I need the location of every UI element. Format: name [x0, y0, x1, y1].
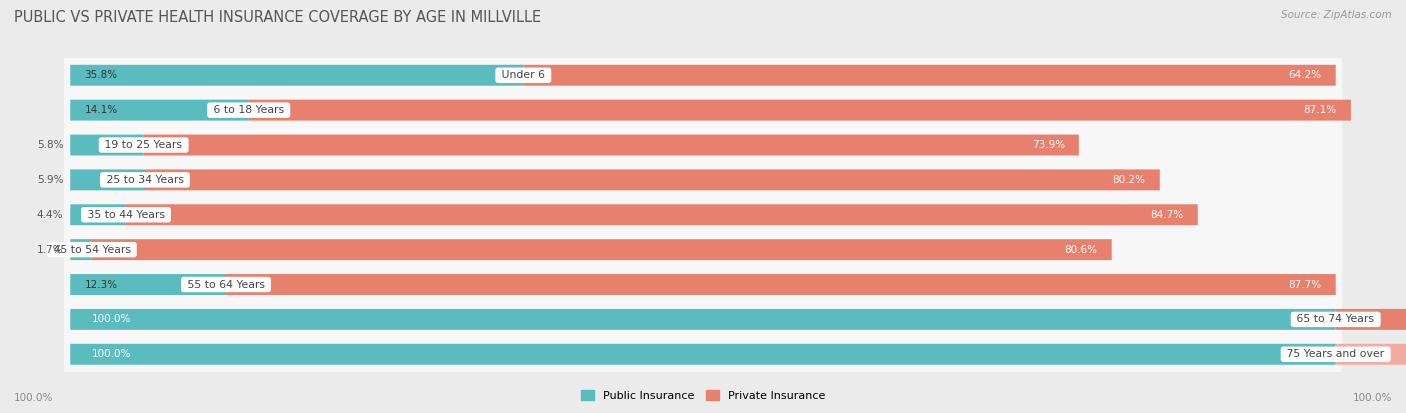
Text: 65 to 74 Years: 65 to 74 Years — [1294, 314, 1378, 324]
Legend: Public Insurance, Private Insurance: Public Insurance, Private Insurance — [576, 386, 830, 406]
Text: Under 6: Under 6 — [498, 70, 548, 80]
FancyBboxPatch shape — [70, 344, 1336, 365]
Text: 64.2%: 64.2% — [1288, 70, 1322, 80]
FancyBboxPatch shape — [65, 335, 1341, 373]
FancyBboxPatch shape — [145, 169, 1160, 190]
FancyBboxPatch shape — [127, 204, 1198, 225]
Text: 87.7%: 87.7% — [1288, 280, 1322, 290]
FancyBboxPatch shape — [65, 265, 1341, 304]
Text: 55 to 64 Years: 55 to 64 Years — [184, 280, 269, 290]
FancyBboxPatch shape — [70, 100, 249, 121]
Text: 5.8%: 5.8% — [37, 140, 63, 150]
Text: 75 Years and over: 75 Years and over — [1284, 349, 1388, 359]
Text: 80.6%: 80.6% — [1064, 244, 1098, 255]
FancyBboxPatch shape — [70, 309, 1336, 330]
FancyBboxPatch shape — [65, 300, 1341, 339]
Text: 45 to 54 Years: 45 to 54 Years — [49, 244, 134, 255]
Text: 5.9%: 5.9% — [37, 175, 63, 185]
FancyBboxPatch shape — [70, 135, 143, 155]
FancyBboxPatch shape — [70, 65, 523, 86]
Text: 35 to 44 Years: 35 to 44 Years — [84, 210, 169, 220]
Text: 14.1%: 14.1% — [84, 105, 118, 115]
Text: Source: ZipAtlas.com: Source: ZipAtlas.com — [1281, 10, 1392, 20]
Text: 19 to 25 Years: 19 to 25 Years — [101, 140, 186, 150]
FancyBboxPatch shape — [65, 126, 1341, 164]
Text: 25 to 34 Years: 25 to 34 Years — [103, 175, 187, 185]
FancyBboxPatch shape — [249, 100, 1351, 121]
Text: 73.9%: 73.9% — [1032, 140, 1064, 150]
FancyBboxPatch shape — [65, 196, 1341, 234]
FancyBboxPatch shape — [65, 161, 1341, 199]
Text: 80.2%: 80.2% — [1112, 175, 1146, 185]
FancyBboxPatch shape — [65, 56, 1341, 95]
FancyBboxPatch shape — [226, 274, 1336, 295]
Text: 100.0%: 100.0% — [1353, 393, 1392, 403]
Text: 84.7%: 84.7% — [1150, 210, 1184, 220]
FancyBboxPatch shape — [1336, 309, 1406, 330]
Text: 6 to 18 Years: 6 to 18 Years — [209, 105, 288, 115]
Text: 1.7%: 1.7% — [37, 244, 63, 255]
FancyBboxPatch shape — [91, 239, 1112, 260]
FancyBboxPatch shape — [70, 169, 145, 190]
Text: 100.0%: 100.0% — [91, 349, 131, 359]
Text: 100.0%: 100.0% — [91, 314, 131, 324]
FancyBboxPatch shape — [65, 230, 1341, 269]
FancyBboxPatch shape — [65, 91, 1341, 129]
FancyBboxPatch shape — [143, 135, 1078, 155]
FancyBboxPatch shape — [1336, 344, 1406, 365]
Text: 4.4%: 4.4% — [37, 210, 63, 220]
Text: 35.8%: 35.8% — [84, 70, 118, 80]
FancyBboxPatch shape — [70, 239, 91, 260]
Text: 100.0%: 100.0% — [14, 393, 53, 403]
FancyBboxPatch shape — [70, 274, 226, 295]
Text: 12.3%: 12.3% — [84, 280, 118, 290]
FancyBboxPatch shape — [70, 204, 127, 225]
FancyBboxPatch shape — [523, 65, 1336, 86]
Text: PUBLIC VS PRIVATE HEALTH INSURANCE COVERAGE BY AGE IN MILLVILLE: PUBLIC VS PRIVATE HEALTH INSURANCE COVER… — [14, 10, 541, 25]
Text: 87.1%: 87.1% — [1303, 105, 1337, 115]
